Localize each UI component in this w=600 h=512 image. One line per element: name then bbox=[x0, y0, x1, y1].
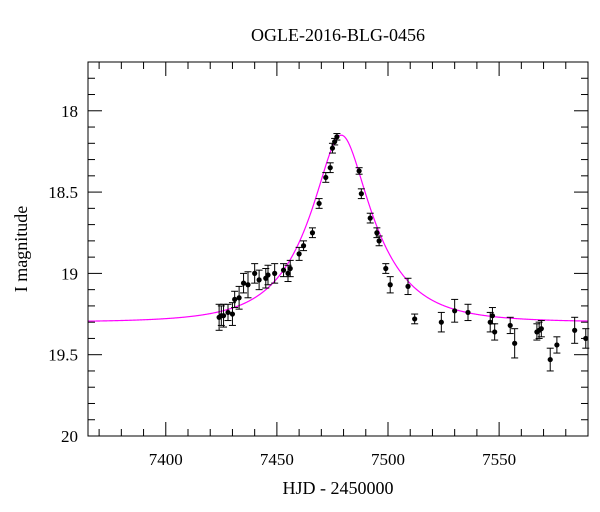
data-point-21 bbox=[323, 174, 329, 181]
x-axis-label: HJD - 2450000 bbox=[283, 478, 394, 498]
plot-frame bbox=[87, 61, 589, 437]
data-point-35 bbox=[438, 319, 444, 325]
data-points-layer bbox=[215, 133, 590, 372]
data-point-4 bbox=[229, 311, 236, 317]
y-axis-label: I magnitude bbox=[11, 206, 31, 292]
data-point-41 bbox=[507, 322, 513, 329]
data-point-30 bbox=[376, 238, 382, 244]
data-point-6 bbox=[236, 295, 242, 301]
data-point-27 bbox=[358, 191, 364, 197]
data-point-29 bbox=[374, 230, 380, 236]
data-point-45 bbox=[538, 326, 544, 332]
data-point-25 bbox=[334, 134, 340, 140]
data-point-26 bbox=[356, 168, 362, 174]
data-point-36 bbox=[452, 308, 458, 314]
data-point-18 bbox=[300, 243, 307, 249]
data-point-7 bbox=[240, 280, 247, 286]
data-point-5 bbox=[232, 296, 238, 303]
data-point-28 bbox=[367, 215, 373, 221]
data-point-31 bbox=[383, 265, 389, 272]
y-tick-label-2: 19 bbox=[61, 264, 78, 283]
data-point-8 bbox=[245, 282, 251, 288]
model-curve bbox=[87, 134, 589, 322]
y-tick-label-4: 20 bbox=[61, 427, 78, 446]
data-point-17 bbox=[296, 251, 302, 257]
data-point-32 bbox=[387, 282, 393, 288]
data-point-20 bbox=[316, 200, 322, 207]
data-point-9 bbox=[252, 270, 258, 276]
model-layer bbox=[87, 134, 589, 322]
data-point-42 bbox=[512, 340, 518, 346]
x-tick-label-3: 7550 bbox=[482, 450, 516, 469]
x-tick-label-0: 7400 bbox=[149, 450, 183, 469]
ticks-layer: 7400 7450 7500 7550 18 18.5 19 19.5 20 bbox=[48, 61, 589, 469]
chart-title: OGLE-2016-BLG-0456 bbox=[251, 25, 425, 45]
data-point-13 bbox=[272, 270, 278, 276]
y-tick-label-3: 19.5 bbox=[48, 346, 78, 365]
data-point-33 bbox=[405, 283, 411, 289]
data-point-16 bbox=[287, 265, 293, 272]
data-point-37 bbox=[465, 309, 471, 316]
data-point-15 bbox=[285, 270, 291, 276]
data-point-40 bbox=[492, 329, 498, 335]
data-point-34 bbox=[412, 316, 418, 322]
x-tick-label-1: 7450 bbox=[260, 450, 294, 469]
y-tick-label-0: 18 bbox=[61, 102, 78, 121]
data-point-10 bbox=[256, 277, 262, 283]
x-tick-label-2: 7500 bbox=[371, 450, 405, 469]
data-point-3 bbox=[225, 309, 231, 316]
data-point-19 bbox=[309, 230, 316, 236]
data-point-46 bbox=[547, 356, 553, 363]
data-point-2 bbox=[220, 313, 227, 319]
data-point-48 bbox=[572, 327, 578, 333]
data-point-47 bbox=[554, 342, 560, 348]
data-point-39 bbox=[489, 313, 496, 319]
data-point-22 bbox=[327, 165, 333, 171]
data-point-12 bbox=[265, 272, 271, 278]
data-point-14 bbox=[280, 267, 287, 273]
data-point-23 bbox=[329, 145, 336, 151]
y-tick-label-1: 18.5 bbox=[48, 183, 78, 202]
